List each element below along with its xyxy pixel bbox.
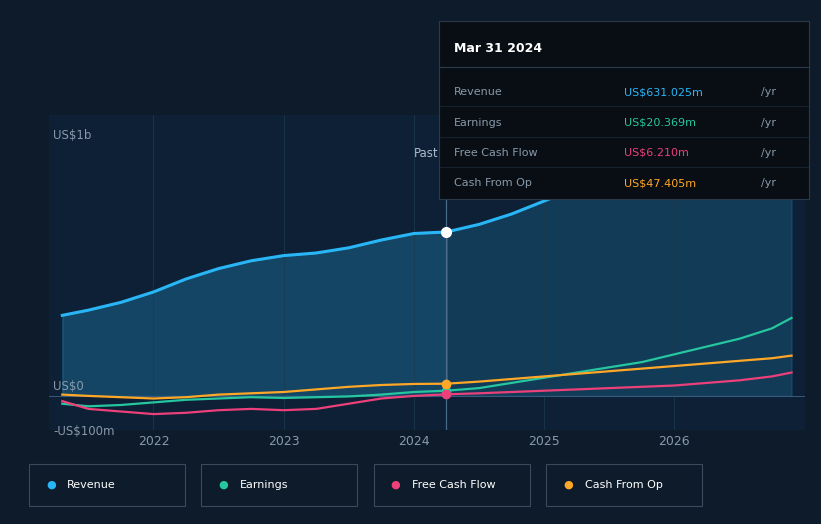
Text: US$631.025m: US$631.025m (624, 87, 703, 97)
Text: /yr: /yr (761, 117, 776, 127)
Text: Revenue: Revenue (67, 479, 116, 490)
Text: Free Cash Flow: Free Cash Flow (412, 479, 496, 490)
Text: ●: ● (218, 479, 228, 490)
Text: /yr: /yr (761, 87, 776, 97)
Text: Cash From Op: Cash From Op (585, 479, 663, 490)
Text: ●: ● (563, 479, 573, 490)
Text: Free Cash Flow: Free Cash Flow (454, 148, 538, 158)
Text: -US$100m: -US$100m (53, 425, 115, 438)
Text: /yr: /yr (761, 178, 776, 188)
Text: ●: ● (46, 479, 56, 490)
Text: US$6.210m: US$6.210m (624, 148, 689, 158)
Text: Past: Past (415, 147, 439, 160)
Text: US$20.369m: US$20.369m (624, 117, 696, 127)
Text: Analysts Forecasts: Analysts Forecasts (454, 147, 564, 160)
Text: /yr: /yr (761, 148, 776, 158)
Text: ●: ● (391, 479, 401, 490)
Text: Earnings: Earnings (240, 479, 288, 490)
Text: Cash From Op: Cash From Op (454, 178, 532, 188)
Text: Mar 31 2024: Mar 31 2024 (454, 42, 542, 56)
Text: US$47.405m: US$47.405m (624, 178, 696, 188)
Text: Revenue: Revenue (454, 87, 502, 97)
Text: Earnings: Earnings (454, 117, 502, 127)
Text: US$0: US$0 (53, 380, 84, 393)
Text: US$1b: US$1b (53, 129, 91, 143)
